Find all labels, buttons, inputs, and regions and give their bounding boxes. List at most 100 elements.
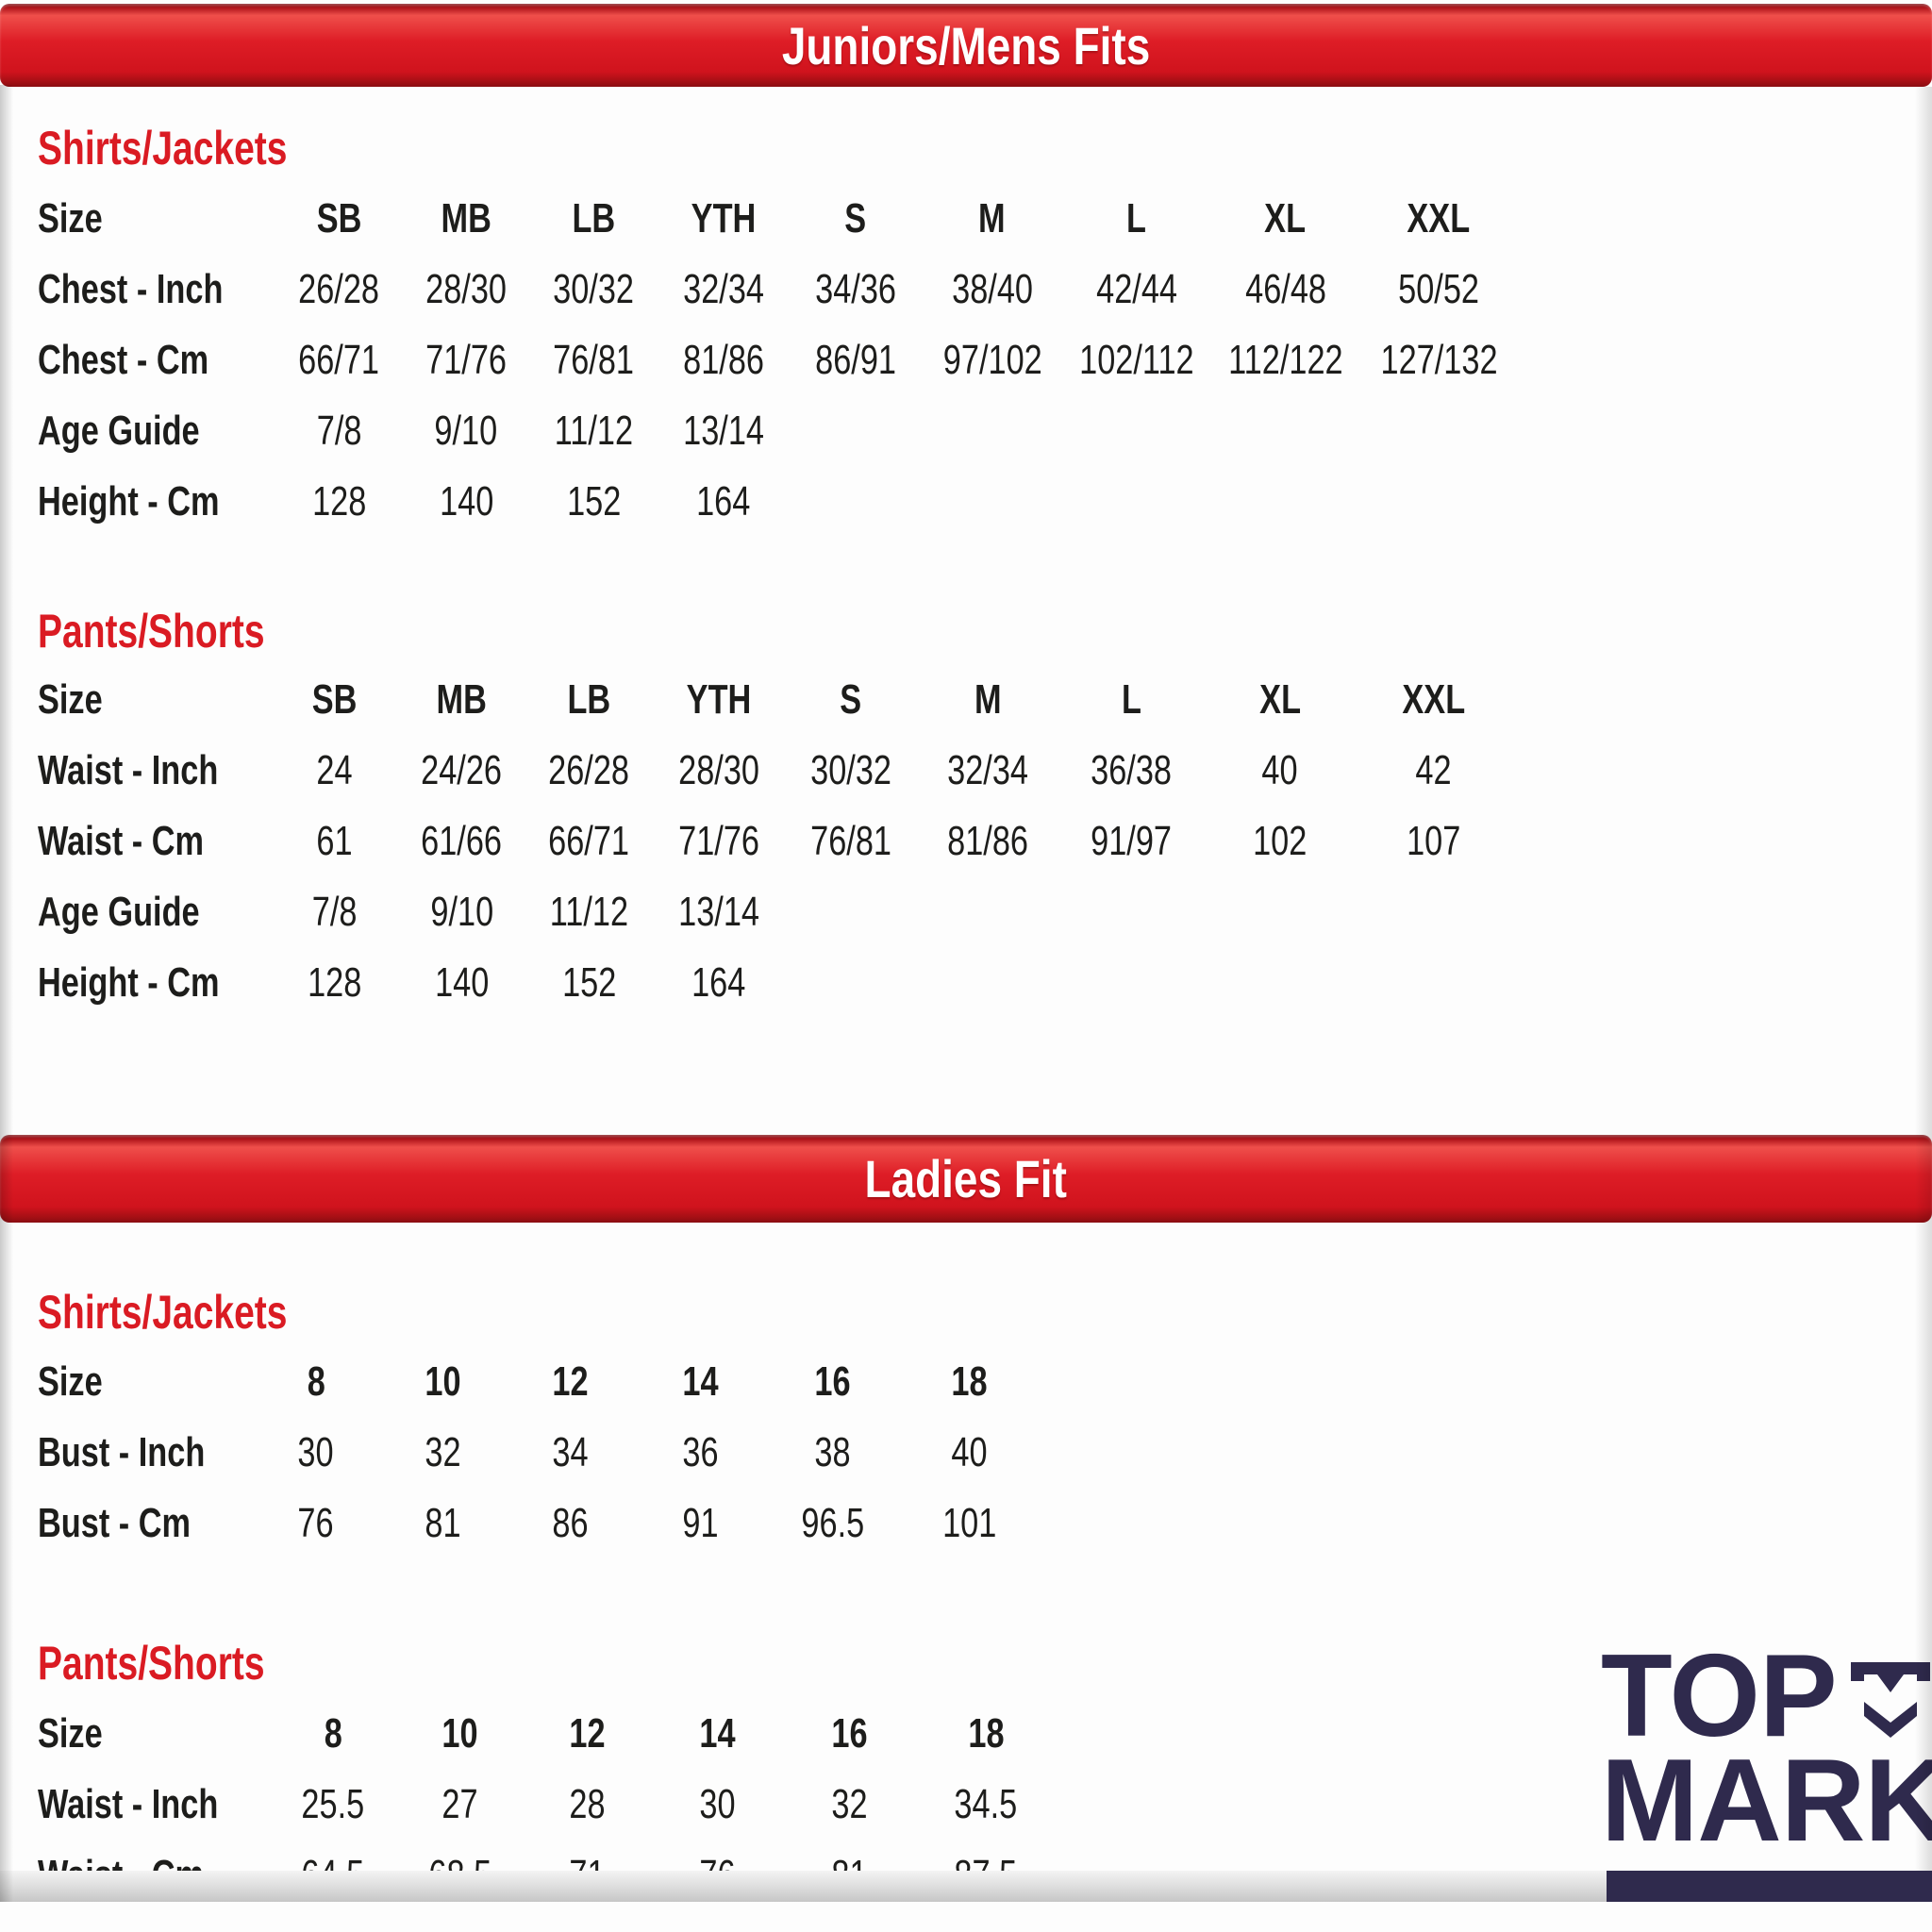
cell-value: 28/30 [653, 735, 785, 806]
row-label: Bust - Inch [0, 1417, 252, 1488]
cell-value: 38 [766, 1417, 898, 1488]
cell-value-text: 152 [561, 958, 617, 1006]
cell-value: 61 [271, 806, 398, 876]
cell-value: 76 [252, 1488, 379, 1558]
column-header-text: 8 [307, 1357, 325, 1405]
column-header-text: LB [572, 194, 616, 242]
row-label: Height - Cm [0, 466, 275, 537]
row-label: Height - Cm [0, 947, 271, 1018]
cell-value: 34.5 [915, 1769, 1057, 1840]
column-header: SB [275, 183, 403, 254]
cell-value-text: 91/97 [1091, 817, 1173, 864]
column-header: 8 [252, 1346, 379, 1417]
cell-value [1205, 876, 1356, 947]
ladies-shirts-title-text: Shirts/Jackets [38, 1286, 288, 1339]
column-header: S [785, 664, 917, 735]
table-row: Age Guide 7/8 9/10 11/12 13/14 [0, 876, 1511, 947]
cell-value-text: 25.5 [301, 1780, 365, 1827]
cell-value-text: 26/28 [548, 746, 630, 793]
cell-value-text: 40 [1261, 746, 1298, 793]
cell-value: 27 [396, 1769, 524, 1840]
cell-value: 128 [275, 466, 403, 537]
cell-value-text: 97/102 [942, 336, 1042, 383]
column-header: L [1058, 664, 1205, 735]
column-header-text: 18 [968, 1709, 1005, 1757]
cell-value: 152 [530, 466, 658, 537]
column-header-text: XXL [1402, 675, 1465, 723]
cell-value: 30/32 [785, 735, 917, 806]
cell-value: 81/86 [917, 806, 1058, 876]
table-row: Bust - Inch 30 32 34 36 38 40 [0, 1417, 1040, 1488]
cell-value: 36/38 [1058, 735, 1205, 806]
cell-value: 128 [271, 947, 398, 1018]
column-header-text: XL [1258, 675, 1301, 723]
cell-value-text: 32/34 [946, 746, 1028, 793]
row-label: Bust - Cm [0, 1488, 252, 1558]
column-header: LB [530, 183, 658, 254]
table-header-row: Size SB MB LB YTH S M L XL XXL [0, 183, 1517, 254]
cell-value: 13/14 [658, 395, 790, 466]
cell-value: 50/52 [1361, 254, 1517, 325]
cell-value: 81 [379, 1488, 507, 1558]
cell-value: 24 [271, 735, 398, 806]
logo-word-mark: MARK [1601, 1736, 1932, 1866]
row-label: Waist - Inch [0, 1769, 269, 1840]
cell-value-text: 42 [1415, 746, 1452, 793]
cell-value: 164 [653, 947, 785, 1018]
cell-value: 61/66 [398, 806, 525, 876]
cell-value-text: 7/8 [311, 888, 358, 935]
column-header-text: 18 [951, 1357, 988, 1405]
cell-value-text: 81/86 [682, 336, 764, 383]
cell-value: 46/48 [1210, 254, 1361, 325]
cell-value-text: 34/36 [814, 265, 896, 312]
column-header-text: LB [567, 675, 611, 723]
cell-value-text: 76/81 [553, 336, 635, 383]
cell-value: 28 [524, 1769, 651, 1840]
column-header: S [790, 183, 922, 254]
cell-value [1063, 395, 1210, 466]
cell-value: 101 [898, 1488, 1040, 1558]
cell-value: 76/81 [530, 325, 658, 395]
cell-value: 71/76 [403, 325, 530, 395]
table-header-row: Size 8 10 12 14 16 18 [0, 1698, 1057, 1769]
column-header: SB [271, 664, 398, 735]
cell-value-text: 24 [316, 746, 353, 793]
size-header-label-text: Size [38, 194, 103, 242]
column-header-text: L [1126, 194, 1147, 242]
cell-value-text: 11/12 [549, 888, 629, 935]
table-row: Waist - Inch 24 24/26 26/28 28/30 30/32 32/34 3… [0, 735, 1511, 806]
column-header-text: XXL [1407, 194, 1471, 242]
cell-value: 28/30 [403, 254, 530, 325]
row-label-text: Height - Cm [38, 958, 220, 1006]
column-header-text: 16 [814, 1357, 851, 1405]
cell-value-text: 9/10 [434, 407, 498, 454]
column-header: LB [525, 664, 653, 735]
cell-value [785, 876, 917, 947]
cell-value [1356, 947, 1511, 1018]
column-header-text: 16 [831, 1709, 868, 1757]
row-label-text: Age Guide [38, 888, 200, 935]
cell-value-text: 30 [699, 1780, 736, 1827]
cell-value: 107 [1356, 806, 1511, 876]
column-header-text: 10 [441, 1709, 478, 1757]
row-label-text: Chest - Inch [38, 265, 224, 312]
cell-value: 26/28 [525, 735, 653, 806]
cell-value-text: 7/8 [316, 407, 362, 454]
cell-value-text: 27 [441, 1780, 478, 1827]
cell-value: 11/12 [530, 395, 658, 466]
cell-value-text: 36/38 [1091, 746, 1173, 793]
cell-value-text: 32 [425, 1428, 461, 1475]
table-row: Chest - Cm 66/71 71/76 76/81 81/86 86/91 97/10… [0, 325, 1517, 395]
cell-value: 40 [898, 1417, 1040, 1488]
column-header-text: SB [316, 194, 362, 242]
cell-value-text: 140 [434, 958, 490, 1006]
cell-value-text: 34.5 [954, 1780, 1018, 1827]
page-right-shadow [1915, 87, 1932, 1871]
cell-value [785, 947, 917, 1018]
cell-value-text: 13/14 [677, 888, 759, 935]
row-label: Age Guide [0, 395, 275, 466]
logo-underline-bar [1607, 1871, 1932, 1902]
table-row: Chest - Inch 26/28 28/30 30/32 32/34 34/36 38/… [0, 254, 1517, 325]
cell-value-text: 36 [682, 1428, 719, 1475]
